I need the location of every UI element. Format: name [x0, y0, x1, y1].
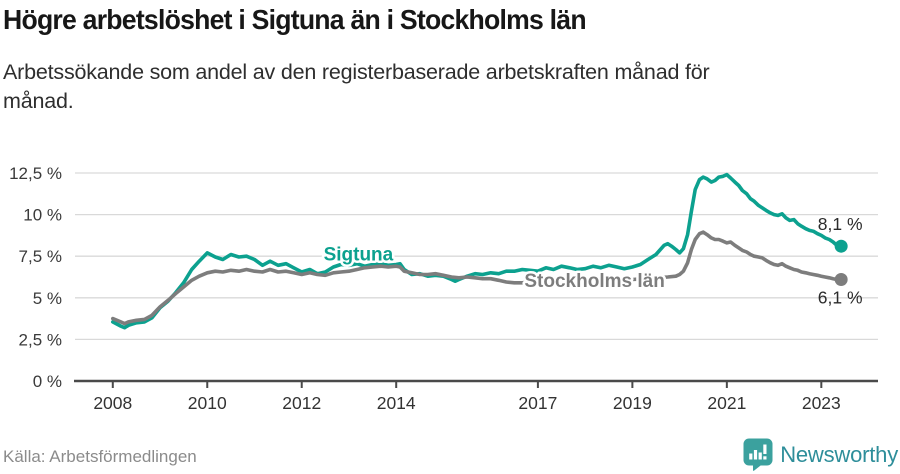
page-subtitle: Arbetssökande som andel av den registerb… [3, 58, 848, 116]
subtitle-line-1: Arbetssökande som andel av den registerb… [3, 60, 710, 84]
newsworthy-wordmark: Newsworthy [780, 441, 898, 467]
end-value-label-sigtuna: 8,1 % [818, 214, 863, 234]
y-tick-label: 7,5 % [19, 247, 62, 266]
logo-bubble-tail [753, 464, 763, 471]
logo-bubble-shape [743, 438, 773, 466]
end-value-label-stockholms-lan: 6,1 % [818, 287, 863, 307]
x-tick-label: 2023 [802, 393, 841, 413]
series-label-stockholms-lan: Stockholms län [524, 271, 664, 292]
y-tick-label: 2,5 % [19, 330, 62, 349]
x-tick-label: 2017 [518, 393, 557, 413]
series-line-sigtuna [111, 172, 844, 330]
end-dot-sigtuna [834, 239, 848, 253]
y-tick-label: 12,5 % [9, 164, 62, 183]
logo-bar-chart-glyph [749, 444, 767, 460]
x-tick-label: 2014 [377, 393, 416, 413]
newsworthy-icon [743, 438, 773, 471]
series-label-sigtuna: Sigtuna [324, 244, 394, 265]
x-tick-label: 2008 [93, 393, 132, 413]
x-tick-label: 2012 [282, 393, 321, 413]
newsworthy-logo: Newsworthy [743, 438, 898, 471]
y-tick-label: 0 % [33, 372, 62, 391]
source-note: Källa: Arbetsförmedlingen [3, 447, 197, 466]
y-tick-label: 5 % [33, 289, 62, 308]
series-line-stockholms-lan [111, 230, 844, 326]
page-title: Högre arbetslöshet i Sigtuna än i Stockh… [3, 4, 587, 35]
y-tick-label: 10 % [23, 206, 62, 225]
x-tick-label: 2010 [188, 393, 227, 413]
subtitle-line-2: månad. [3, 89, 74, 113]
x-tick-label: 2021 [707, 393, 746, 413]
end-dot-stockholms-lan [834, 272, 848, 286]
x-tick-label: 2019 [613, 393, 652, 413]
